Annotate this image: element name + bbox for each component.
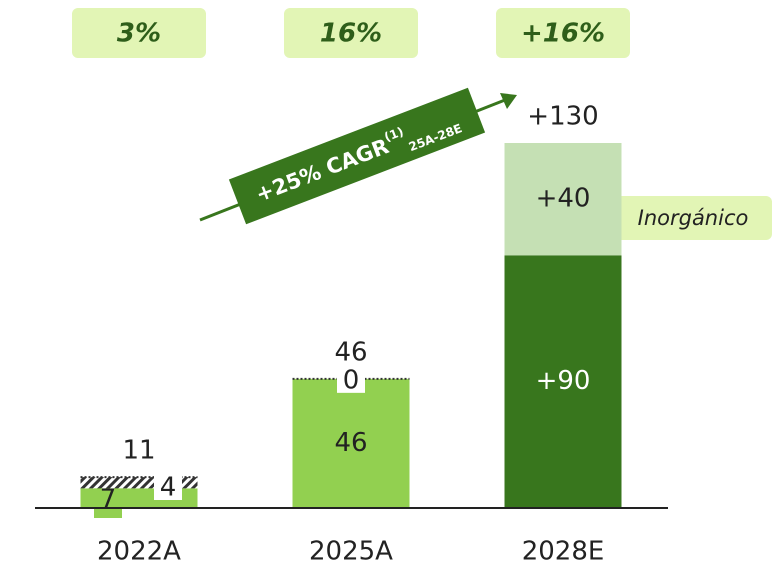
label-box xyxy=(94,484,122,518)
total-label: +130 xyxy=(527,102,598,132)
cagr-sup: (1) xyxy=(382,124,405,144)
bar-segment xyxy=(292,378,410,508)
total-label: 46 xyxy=(334,337,367,367)
value-label: 46 xyxy=(334,428,367,458)
bar-segment xyxy=(504,255,622,508)
cagr: +25% CAGR(1)25A-28E xyxy=(199,87,517,225)
badge xyxy=(496,8,630,58)
x-tick-label: 2028E xyxy=(522,537,605,567)
badge xyxy=(284,8,418,58)
value-label: +90 xyxy=(536,366,591,396)
annotation-text: Inorgánico xyxy=(638,206,749,230)
label-box xyxy=(154,472,182,500)
value-label: +40 xyxy=(536,184,591,214)
cagr-box xyxy=(228,87,486,225)
badge xyxy=(72,8,206,58)
value-label: 7 xyxy=(100,485,117,515)
badge-label: +16% xyxy=(521,19,605,49)
value-label: 0 xyxy=(343,365,360,395)
x-tick-label: 2025A xyxy=(309,537,393,567)
total-label: 11 xyxy=(122,436,155,466)
callout-box xyxy=(614,196,772,240)
value-label: 4 xyxy=(160,473,177,503)
arrow-head xyxy=(500,93,517,109)
label-box xyxy=(337,364,365,393)
x-tick-label: 2022A xyxy=(97,537,181,567)
bar-segment xyxy=(504,143,622,256)
badge-label: 16% xyxy=(320,19,382,49)
badge-label: 3% xyxy=(117,19,161,49)
bar-segment xyxy=(80,477,198,489)
